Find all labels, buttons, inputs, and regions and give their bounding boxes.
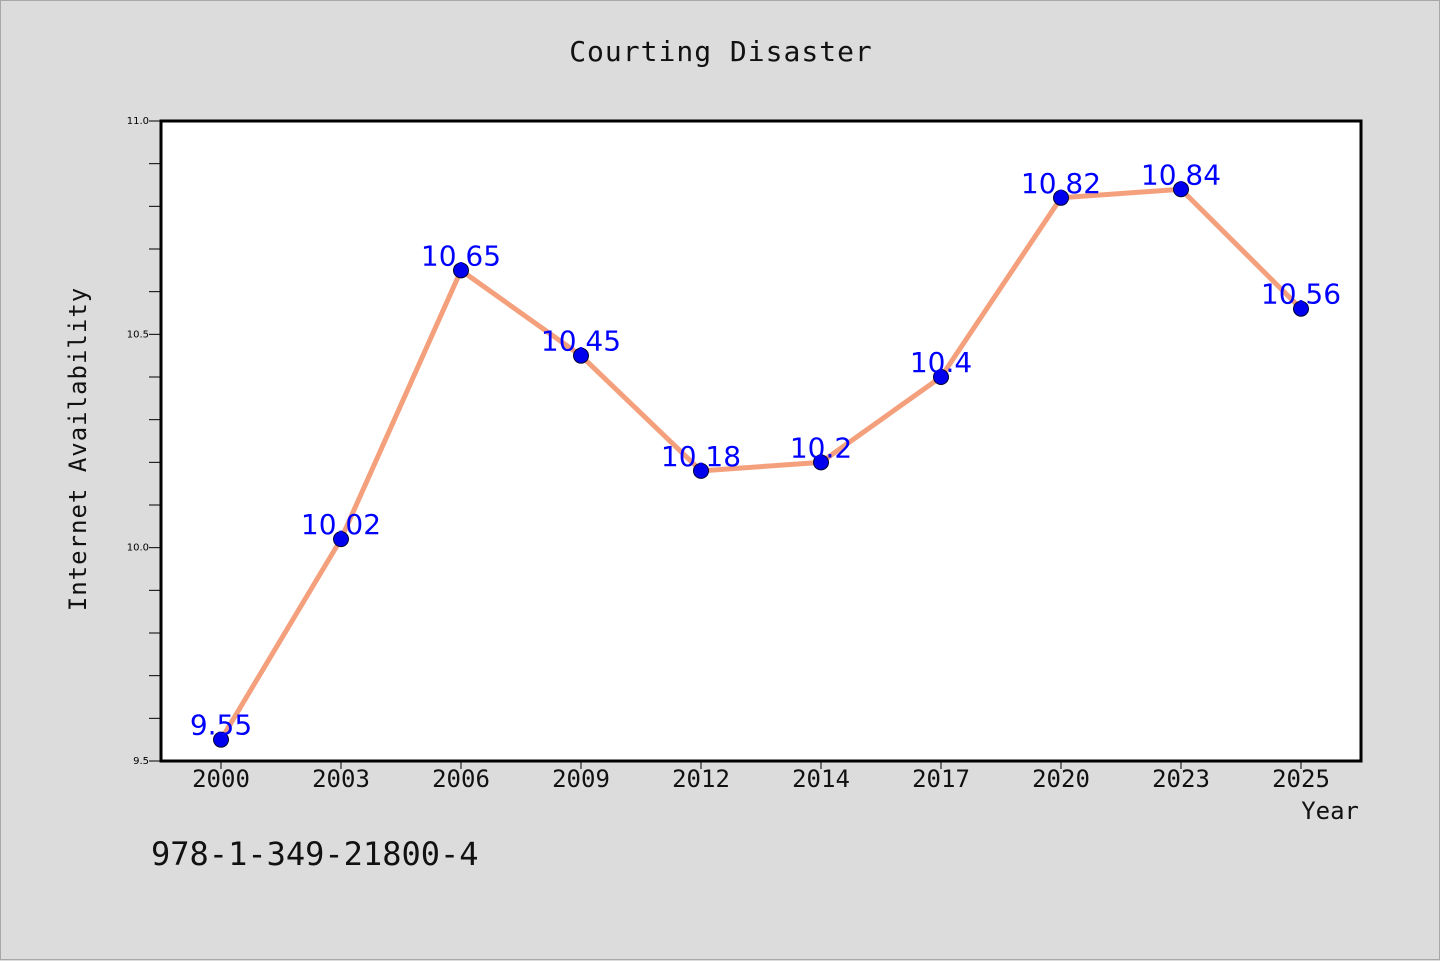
data-label: 10.84 <box>1141 158 1221 191</box>
data-point <box>933 369 949 385</box>
marker-group <box>213 181 1309 748</box>
x-tick-label: 2014 <box>792 765 850 793</box>
x-tick-label: 2020 <box>1032 765 1090 793</box>
isbn-text: 978-1-349-21800-4 <box>151 835 479 873</box>
y-tick-label: 9.5 <box>133 756 149 767</box>
data-point <box>1053 189 1069 206</box>
data-point <box>333 531 349 548</box>
y-axis-ticks: 9.5 10.0 10.5 11.0 <box>127 116 161 767</box>
data-label: 10.2 <box>790 431 852 464</box>
x-tick-label: 2012 <box>672 765 730 793</box>
data-label: 9.55 <box>190 709 252 742</box>
series-line <box>218 186 1304 743</box>
data-label: 10.82 <box>1021 167 1101 200</box>
plot-area <box>159 119 1363 763</box>
y-axis-label: Internet Availability <box>64 286 92 612</box>
x-tick-label: 2003 <box>312 765 370 793</box>
data-point <box>573 347 589 364</box>
data-label: 10.45 <box>541 325 621 358</box>
data-point <box>813 454 829 471</box>
series-group <box>218 186 1304 743</box>
data-point <box>1293 300 1309 317</box>
y-tick-label: 10.5 <box>127 329 149 340</box>
x-tick-label: 2025 <box>1272 765 1330 793</box>
x-axis-ticks: 2000 2003 2006 2009 2012 2014 2017 2020 2023 2025 <box>192 761 1330 793</box>
data-point <box>693 462 709 479</box>
x-tick-label: 2017 <box>912 765 970 793</box>
data-label-group: 9.55 10.02 10.65 10.45 10.18 10.2 10.4 10.82 10.… <box>190 158 1341 741</box>
data-point <box>1173 181 1189 198</box>
x-tick-label: 2006 <box>432 765 490 793</box>
x-axis-label: Year <box>1301 797 1359 825</box>
data-label: 10.18 <box>661 440 741 473</box>
data-label: 10.02 <box>301 508 381 541</box>
y-tick-label: 10.0 <box>127 543 149 554</box>
x-tick-label: 2000 <box>192 765 250 793</box>
x-tick-label: 2023 <box>1152 765 1210 793</box>
chart-title: Courting Disaster <box>569 35 873 68</box>
data-label: 10.4 <box>910 346 972 379</box>
y-tick-label: 11.0 <box>127 116 149 127</box>
data-point <box>453 262 469 279</box>
x-tick-label: 2009 <box>552 765 610 793</box>
data-label: 10.65 <box>421 239 501 272</box>
data-point <box>213 731 229 748</box>
data-label: 10.56 <box>1261 278 1341 311</box>
